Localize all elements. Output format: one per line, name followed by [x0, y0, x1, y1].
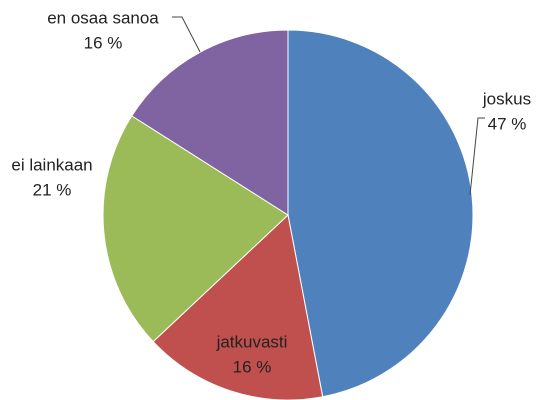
slice-value-label: 16 % — [233, 357, 272, 376]
slice-label: jatkuvasti — [216, 332, 288, 351]
pie-slice — [102, 115, 289, 343]
leader-line — [172, 16, 201, 53]
pie-slice — [287, 29, 474, 398]
slice-value-label: 47 % — [488, 114, 527, 133]
slice-label: joskus — [482, 89, 531, 108]
pie-slice — [131, 29, 289, 216]
slice-value-label: 16 % — [84, 33, 123, 52]
slice-label: ei lainkaan — [11, 155, 92, 174]
leader-line — [469, 117, 485, 196]
slice-value-label: 21 % — [33, 180, 72, 199]
pie-slice — [152, 214, 324, 400]
slice-label: en osaa sanoa — [47, 8, 159, 27]
